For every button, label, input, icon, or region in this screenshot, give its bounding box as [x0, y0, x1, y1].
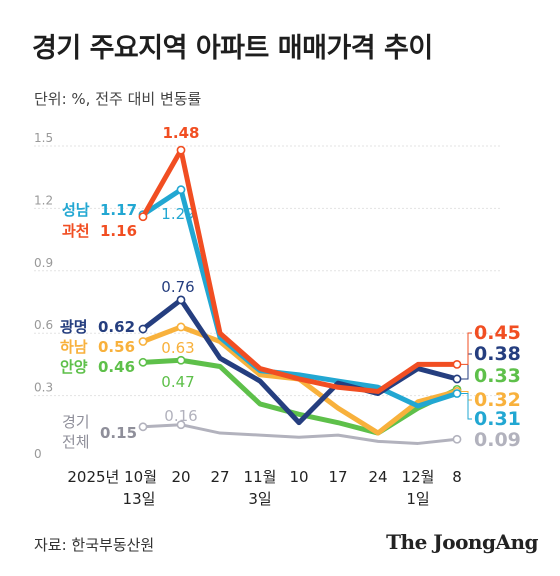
point-marker [138, 212, 148, 222]
data-point [219, 357, 221, 359]
x-tick-label: 12월 [402, 468, 435, 486]
series-peak-value: 0.63 [161, 339, 194, 357]
point-marker [138, 324, 148, 334]
series-start-value: 0.56 [98, 338, 135, 356]
series-name-label: 하남 [60, 338, 88, 356]
point-marker [138, 422, 148, 432]
x-tick-sublabel: 3일 [248, 490, 271, 508]
data-point [337, 434, 339, 436]
point-marker [138, 337, 148, 346]
data-point [337, 407, 339, 409]
point-marker [452, 359, 462, 369]
series-prefix-label: 경기 [62, 413, 90, 431]
data-point [298, 422, 300, 424]
series-start-value: 0.46 [98, 358, 135, 376]
data-point [298, 378, 300, 380]
series-peak-value: 0.47 [161, 373, 194, 391]
data-point [298, 436, 300, 438]
series-start-value: 0.62 [98, 318, 135, 336]
series-end-value: 0.32 [474, 389, 521, 411]
series-end-value: 0.45 [474, 322, 521, 344]
y-tick-label: 0.6 [34, 318, 53, 332]
series-name-label: 광명 [60, 318, 88, 336]
series-name-label: 안양 [60, 358, 88, 376]
data-point [259, 380, 261, 382]
point-marker [176, 295, 186, 305]
y-tick-label: 0 [34, 447, 42, 461]
series-end-value: 0.38 [474, 343, 521, 365]
data-point [417, 363, 419, 365]
data-point [259, 374, 261, 376]
chart-title: 경기 주요지역 아파트 매매가격 추이 [32, 33, 433, 64]
data-point [219, 432, 221, 434]
series-start-value: 1.17 [100, 201, 137, 219]
data-point [259, 368, 261, 370]
data-point [337, 382, 339, 384]
data-point [259, 434, 261, 436]
data-point [417, 401, 419, 403]
data-point [337, 386, 339, 388]
x-tick-label: 20 [171, 468, 190, 486]
data-point [377, 440, 379, 442]
series-name-label: 성남 [62, 201, 90, 219]
point-marker [138, 357, 148, 367]
point-marker [452, 374, 462, 384]
end-leader-line [461, 353, 472, 380]
data-point [259, 403, 261, 405]
data-point [298, 374, 300, 376]
series-start-value: 1.16 [100, 222, 137, 240]
series-end-value: 0.31 [474, 408, 521, 430]
data-point [377, 432, 379, 434]
point-marker [176, 420, 186, 430]
series-line [140, 357, 460, 436]
y-tick-label: 1.2 [34, 193, 53, 207]
series-name-label: 과천 [62, 222, 90, 240]
series-peak-value: 0.76 [161, 278, 194, 296]
x-tick-label: 8 [452, 468, 462, 486]
brand-logo: The JoongAng [386, 530, 538, 554]
x-tick-label: 17 [328, 468, 347, 486]
data-point [298, 413, 300, 415]
x-tick-label: 2025년 10월 [67, 468, 157, 486]
data-point [417, 442, 419, 444]
series-line [140, 297, 460, 426]
x-tick-label: 24 [368, 468, 387, 486]
data-point [219, 332, 221, 334]
series-end-value: 0.33 [474, 365, 521, 387]
series-line [140, 187, 460, 409]
series-name-label: 전체 [62, 433, 90, 451]
unit-subtitle: 단위: %, 전주 대비 변동률 [34, 90, 202, 108]
x-tick-sublabel: 13일 [123, 490, 156, 508]
series-peak-value: 1.29 [161, 205, 194, 223]
point-marker [452, 389, 462, 398]
series-line [141, 423, 459, 445]
source-note: 자료: 한국부동산원 [34, 536, 155, 554]
point-marker [176, 185, 186, 195]
end-leader-line [461, 332, 472, 365]
y-tick-label: 1.5 [34, 131, 53, 145]
series-peak-value: 0.16 [164, 407, 197, 425]
y-tick-label: 0.3 [34, 381, 53, 395]
point-marker [176, 322, 186, 332]
y-tick-label: 0.9 [34, 256, 53, 270]
point-marker [176, 145, 186, 155]
x-tick-sublabel: 1일 [406, 490, 429, 508]
series-peak-value: 1.48 [162, 124, 199, 142]
point-marker [176, 355, 186, 365]
x-tick-label: 11월 [244, 468, 277, 486]
end-leader-line [461, 393, 472, 420]
series-end-value: 0.09 [474, 429, 521, 451]
series-line [140, 147, 460, 394]
data-point [417, 405, 419, 407]
data-point [377, 390, 379, 392]
x-tick-label: 27 [210, 468, 229, 486]
data-point [337, 422, 339, 424]
series-start-value: 0.15 [100, 424, 137, 442]
data-point [219, 365, 221, 367]
x-tick-label: 10 [289, 468, 308, 486]
point-marker [452, 434, 462, 444]
